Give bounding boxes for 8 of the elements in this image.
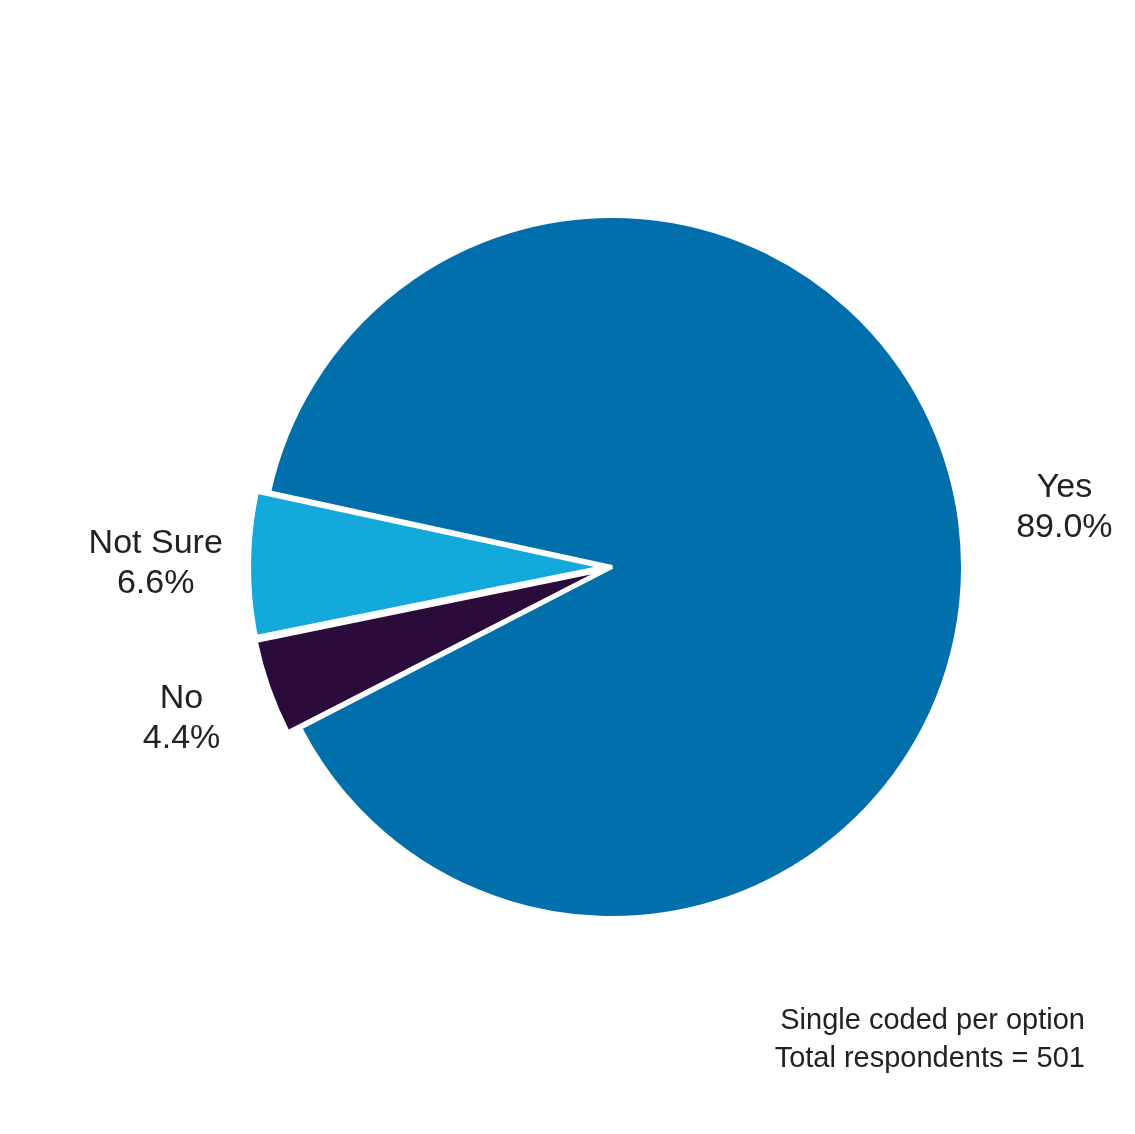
data-label: 89.0% [1016, 505, 1113, 544]
data-label: 6.6% [116, 562, 195, 601]
text: Single coded per option [779, 1002, 1085, 1037]
slice-label: No [159, 676, 204, 715]
slice-label: Yes [1036, 465, 1093, 504]
slice-label: Not Sure [88, 522, 223, 561]
data-label: 4.4% [142, 716, 221, 755]
text: Total respondents = 501 [774, 1040, 1085, 1075]
